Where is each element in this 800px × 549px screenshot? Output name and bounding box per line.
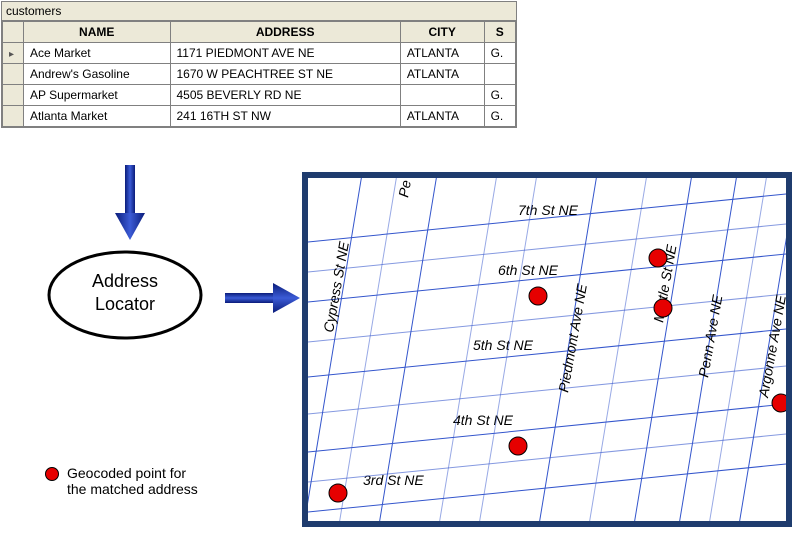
locator-line2: Locator	[95, 294, 155, 314]
cell-address: 4505 BEVERLY RD NE	[170, 85, 400, 106]
svg-text:3rd St NE: 3rd St NE	[363, 472, 424, 488]
row-marker	[3, 106, 24, 127]
cell-city: ATLANTA	[400, 64, 484, 85]
cell-address: 241 16TH ST NW	[170, 106, 400, 127]
col-header-s: S	[484, 22, 515, 43]
table-row: Atlanta Market 241 16TH ST NW ATLANTA G.	[3, 106, 516, 127]
street-map: 7th St NE 6th St NE 5th St NE 4th St NE 3rd …	[308, 178, 786, 521]
cell-name: Ace Market	[23, 43, 170, 64]
cell-address: 1670 W PEACHTREE ST NE	[170, 64, 400, 85]
map-container: 7th St NE 6th St NE 5th St NE 4th St NE 3rd …	[302, 172, 792, 527]
table-row: AP Supermarket 4505 BEVERLY RD NE G.	[3, 85, 516, 106]
row-marker	[3, 64, 24, 85]
geocoded-point	[509, 437, 527, 455]
svg-text:Argonne Ave NE: Argonne Ave NE	[755, 293, 786, 399]
cell-name: Atlanta Market	[23, 106, 170, 127]
geocoded-point	[329, 484, 347, 502]
table-header-row: NAME ADDRESS CITY S	[3, 22, 516, 43]
cell-s	[484, 64, 515, 85]
svg-text:Pe: Pe	[395, 179, 414, 199]
svg-text:7th St NE: 7th St NE	[518, 202, 579, 218]
legend-line1: Geocoded point for	[67, 465, 186, 481]
cell-s: G.	[484, 106, 515, 127]
legend-text: Geocoded point for the matched address	[67, 465, 198, 497]
cell-city: ATLANTA	[400, 106, 484, 127]
svg-text:4th St NE: 4th St NE	[453, 412, 514, 428]
geocoded-point	[772, 394, 786, 412]
svg-text:Cypress St NE: Cypress St NE	[320, 240, 352, 334]
legend: Geocoded point for the matched address	[45, 465, 198, 497]
col-header-address: ADDRESS	[170, 22, 400, 43]
cell-city	[400, 85, 484, 106]
table-row: Andrew's Gasoline 1670 W PEACHTREE ST NE…	[3, 64, 516, 85]
locator-line1: Address	[92, 271, 158, 291]
table-title: customers	[2, 2, 516, 21]
customers-table-container: customers NAME ADDRESS CITY S ▸ Ace Mark…	[1, 1, 517, 128]
geocoded-point	[529, 287, 547, 305]
col-header-handle	[3, 22, 24, 43]
geocoded-point	[649, 249, 667, 267]
svg-text:5th St NE: 5th St NE	[473, 337, 534, 353]
svg-text:6th St NE: 6th St NE	[498, 262, 559, 278]
customers-table: NAME ADDRESS CITY S ▸ Ace Market 1171 PI…	[2, 21, 516, 127]
legend-line2: the matched address	[67, 481, 198, 497]
table-body: ▸ Ace Market 1171 PIEDMONT AVE NE ATLANT…	[3, 43, 516, 127]
arrow-right-icon	[225, 278, 305, 318]
legend-dot-icon	[45, 467, 59, 481]
cell-address: 1171 PIEDMONT AVE NE	[170, 43, 400, 64]
cell-name: AP Supermarket	[23, 85, 170, 106]
table-row: ▸ Ace Market 1171 PIEDMONT AVE NE ATLANT…	[3, 43, 516, 64]
geocoded-point	[654, 299, 672, 317]
cell-name: Andrew's Gasoline	[23, 64, 170, 85]
locator-label: Address Locator	[45, 270, 205, 317]
cell-s: G.	[484, 85, 515, 106]
row-marker: ▸	[3, 43, 24, 64]
col-header-city: CITY	[400, 22, 484, 43]
cell-city: ATLANTA	[400, 43, 484, 64]
arrow-down-icon	[110, 165, 150, 245]
col-header-name: NAME	[23, 22, 170, 43]
row-marker	[3, 85, 24, 106]
svg-text:Piedmont Ave NE: Piedmont Ave NE	[555, 282, 590, 393]
cell-s: G.	[484, 43, 515, 64]
